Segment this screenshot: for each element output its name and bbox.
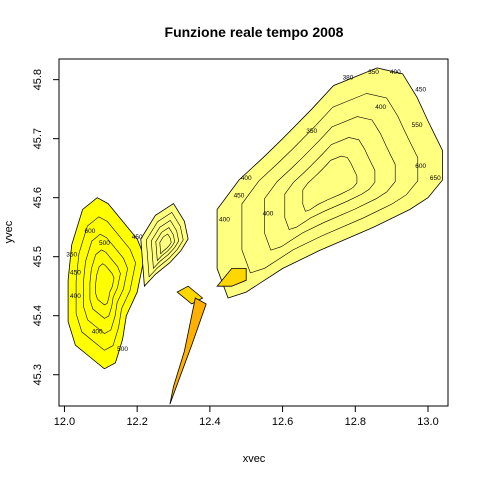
y-tick-label: 45.3 xyxy=(32,364,44,385)
y-axis-label: yvec xyxy=(3,220,15,243)
contour-label: 600 xyxy=(84,228,95,235)
region-north-coast xyxy=(216,67,443,299)
contour-label: 400 xyxy=(92,328,103,335)
region-west-lobe xyxy=(67,197,145,370)
contour-label: 400 xyxy=(375,104,386,111)
contour-line xyxy=(83,233,128,334)
plot-frame xyxy=(58,58,449,407)
contour-line xyxy=(95,263,115,306)
contour-line xyxy=(284,137,376,230)
contour-line xyxy=(264,116,396,251)
contour-label: 400 xyxy=(390,69,401,76)
contour-label: 450 xyxy=(70,269,81,276)
region-lido-strip xyxy=(169,297,207,405)
contour-line xyxy=(241,93,419,274)
contour-label: 350 xyxy=(306,128,317,135)
contour-line xyxy=(89,249,121,319)
contour-label: 400 xyxy=(219,216,230,223)
y-tick-label: 45.8 xyxy=(32,69,44,90)
x-axis-label: xvec xyxy=(243,453,266,465)
contour-line xyxy=(75,216,136,351)
contour-label: 500 xyxy=(99,240,110,247)
x-tick-label: 12.0 xyxy=(54,416,75,428)
x-tick-label: 12.8 xyxy=(345,416,366,428)
contour-label: 600 xyxy=(415,163,426,170)
chart-title: Funzione reale tempo 2008 xyxy=(165,24,344,40)
contour-line xyxy=(159,233,172,255)
contour-label: 500 xyxy=(117,346,128,353)
x-tick-label: 13.0 xyxy=(417,416,438,428)
filled-regions xyxy=(67,67,443,405)
contour-line xyxy=(150,219,180,270)
contour-label: 350 xyxy=(368,69,379,76)
x-tick-label: 12.6 xyxy=(272,416,293,428)
contour-label: 400 xyxy=(241,175,252,182)
contour-line xyxy=(302,155,358,212)
contour-label: 400 xyxy=(263,210,274,217)
contour-label: 380 xyxy=(343,75,354,82)
contour-label: 350 xyxy=(66,252,77,259)
y-tick-label: 45.4 xyxy=(32,305,44,326)
y-tick-label: 45.5 xyxy=(32,246,44,267)
x-tick-label: 12.4 xyxy=(199,416,220,428)
contour-label: 450 xyxy=(234,193,245,200)
contour-line xyxy=(145,211,184,278)
y-tick-label: 45.6 xyxy=(32,187,44,208)
x-axis: 12.0 12.2 12.4 12.6 12.8 13.0 xyxy=(54,406,439,428)
x-tick-label: 12.2 xyxy=(126,416,147,428)
y-axis: 45.3 45.4 45.5 45.6 45.7 45.8 xyxy=(32,69,59,385)
contour-labels: 380 350 400 450 400 350 550 600 650 400 450 400 400 4… xyxy=(66,69,441,353)
region-west-strip xyxy=(140,203,189,288)
contour-label: 550 xyxy=(412,122,423,129)
contour-label: 450 xyxy=(132,234,143,241)
region-islet-b xyxy=(216,268,247,287)
contour-label: 400 xyxy=(70,293,81,300)
contour-line xyxy=(155,227,176,262)
contour-label: 650 xyxy=(430,175,441,182)
contour-lines xyxy=(75,93,419,351)
contour-label: 450 xyxy=(415,87,426,94)
y-tick-label: 45.7 xyxy=(32,128,44,149)
